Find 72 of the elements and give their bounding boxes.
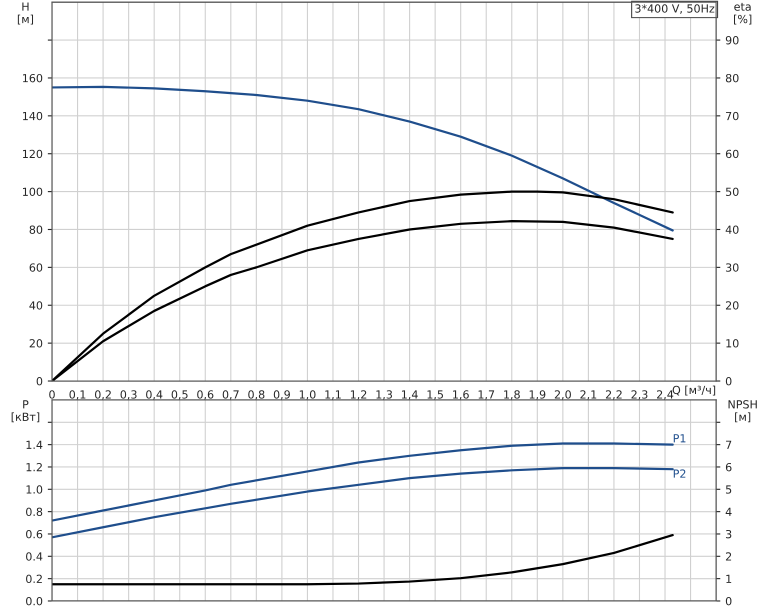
y-axis-title: H [м]: [18, 2, 34, 25]
y-tick-label: 0.2: [26, 574, 42, 584]
y2-tick-label: 80: [726, 74, 739, 82]
y2-tick-label: 60: [726, 150, 739, 158]
x-tick-label: 1,1: [325, 390, 341, 400]
y2-tick-label: 70: [726, 112, 739, 120]
y-tick-label: 0: [36, 376, 42, 386]
x-tick-label: 2,2: [606, 390, 622, 400]
y-tick-label: 160: [22, 74, 42, 82]
y2-tick-label: 30: [726, 263, 739, 272]
y-tick-label: 1.2: [26, 462, 42, 472]
y-tick-label: 0.0: [26, 596, 42, 606]
y2-tick-label: 0: [726, 596, 732, 606]
y-axis-title: P [кВт]: [12, 400, 40, 422]
y2-tick-label: 7: [726, 440, 732, 449]
x-tick-label: 1,9: [530, 390, 546, 400]
y2-tick-label: 6: [726, 462, 732, 472]
y2-tick-label: 90: [726, 36, 739, 44]
y-tick-label: 1.0: [26, 485, 42, 494]
x-tick-label: 0,1: [69, 390, 86, 400]
x-tick-label: 1,4: [402, 390, 418, 400]
y2-tick-label: 40: [726, 225, 739, 234]
x-tick-label: 1,5: [428, 390, 444, 400]
x-tick-label: 0,8: [248, 390, 264, 400]
x-tick-label: 0,4: [146, 390, 162, 400]
y2-tick-label: 50: [726, 188, 739, 196]
line-series: [52, 534, 674, 586]
y-tick-label: 40: [29, 301, 42, 310]
x-tick-label: 2,4: [657, 390, 674, 400]
x-tick-label: 0,6: [197, 390, 214, 400]
x-tick-label: 1,2: [350, 390, 366, 400]
y-tick-label: 60: [30, 263, 42, 272]
x-tick-label: 1,8: [504, 390, 520, 400]
x-tick-label: 0,2: [94, 390, 111, 400]
y-tick-label: 80: [30, 225, 42, 234]
series-label: P2: [674, 469, 686, 478]
y2-tick-label: 1: [726, 574, 732, 583]
x-tick-label: 1,7: [478, 390, 494, 400]
y2-tick-label: 4: [726, 508, 732, 516]
line-series: [52, 442, 674, 522]
x-tick-label: 1,0: [300, 390, 316, 400]
x-tick-label: 0,9: [274, 390, 290, 400]
y-tick-label: 0.4: [26, 552, 42, 561]
x-tick-label: 2,1: [580, 390, 596, 400]
x-tick-label: 2,0: [554, 390, 571, 400]
y-tick-label: 140: [22, 112, 42, 120]
x-tick-label: 0,5: [172, 390, 188, 400]
y2-tick-label: 20: [726, 301, 739, 310]
x-axis-title: Q [м³/ч]: [672, 386, 716, 396]
y2-tick-label: 10: [726, 339, 739, 348]
x-tick-label: 1,6: [453, 390, 469, 400]
y2-tick-label: 0: [726, 376, 732, 386]
y2-axis-title: NPSH [м]: [728, 400, 757, 422]
y2-tick-label: 3: [726, 530, 732, 538]
y-tick-label: 20: [30, 339, 42, 348]
line-series: [52, 86, 674, 232]
y2-tick-label: 5: [726, 485, 732, 494]
y-tick-label: 120: [22, 150, 42, 158]
x-tick-label: 0,3: [120, 390, 137, 400]
x-tick-label: 0: [49, 390, 55, 399]
x-tick-label: 2,3: [631, 390, 648, 400]
x-tick-label: 0,7: [222, 390, 239, 400]
x-tick-label: 1,3: [376, 390, 392, 400]
y-tick-label: 1.4: [26, 440, 42, 449]
y-tick-label: 0.6: [26, 530, 42, 538]
y2-axis-title: eta [%]: [734, 2, 752, 25]
series-label: P1: [674, 434, 686, 442]
chart-title: 3*400 V, 50Hz: [635, 4, 714, 14]
line-series: [52, 466, 674, 538]
y-tick-label: 0.8: [26, 508, 42, 516]
y-tick-label: 100: [22, 188, 42, 196]
y2-tick-label: 2: [726, 552, 732, 561]
